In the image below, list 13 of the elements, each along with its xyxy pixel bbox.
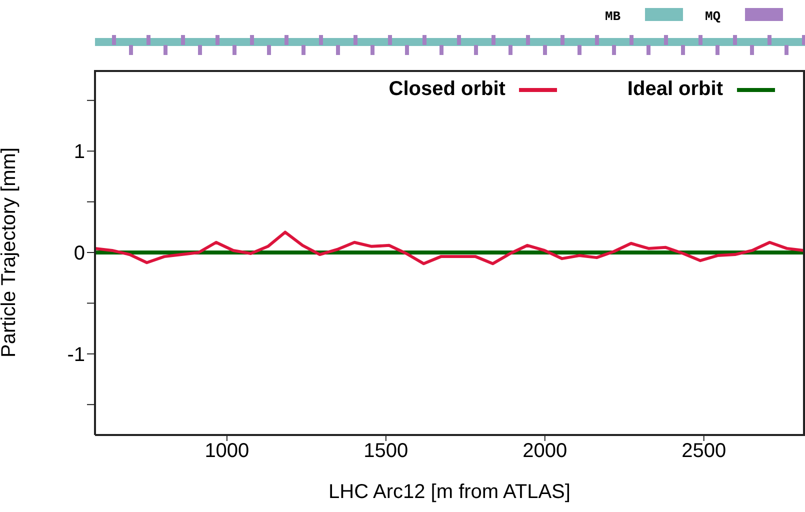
legend-label: Closed orbit: [388, 78, 506, 101]
magnet-strip: MB MQ: [0, 0, 805, 60]
legend-label: Ideal orbit: [627, 78, 723, 101]
y-tick-label: 0: [74, 242, 85, 265]
x-tick-label: 1000: [204, 440, 250, 462]
y-axis-title: Particle Trajectory [mm]: [0, 147, 20, 358]
line-series: [95, 230, 804, 266]
x-tick-label: 1500: [364, 440, 408, 462]
x-axis-title: LHC Arc12 [m from ATLAS]: [328, 481, 570, 503]
x-tick-label: 2000: [522, 440, 568, 462]
x-tick-label: 2500: [682, 440, 726, 462]
y-tick-label: 1: [74, 141, 85, 164]
y-tick-label: -1: [67, 344, 85, 366]
